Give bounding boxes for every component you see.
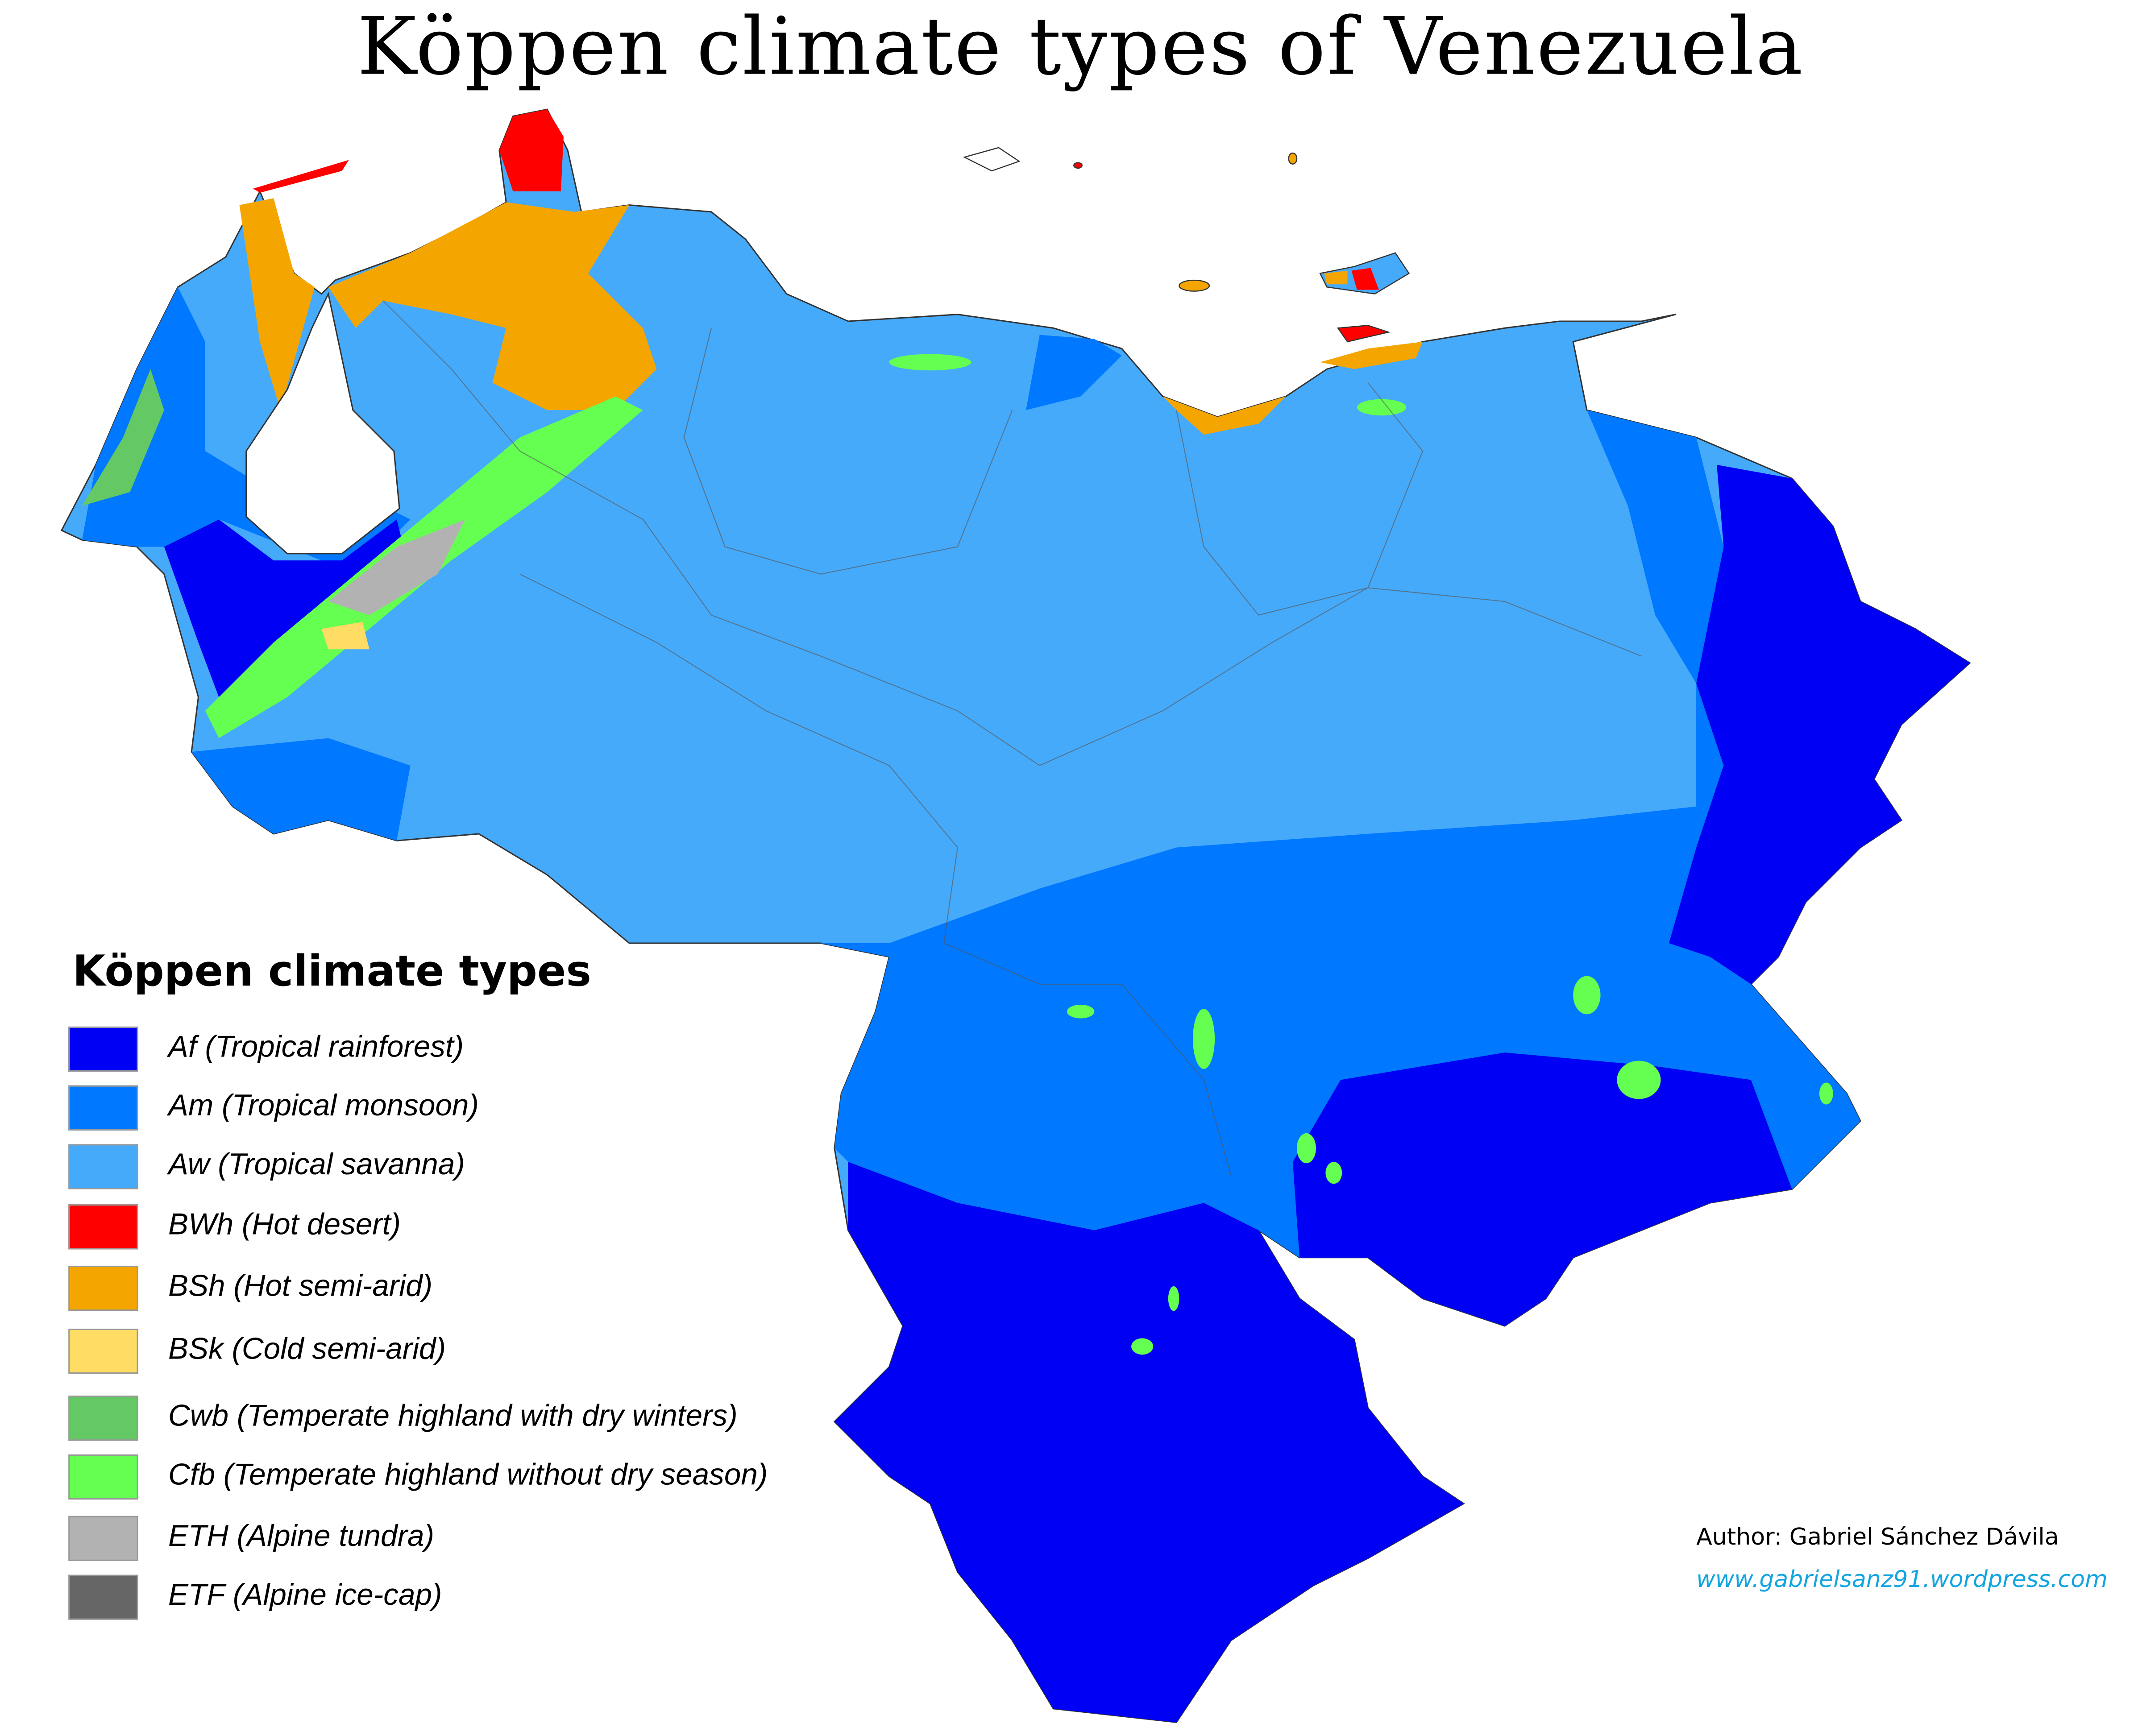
cfb-patch <box>1617 1061 1661 1099</box>
legend-label: ETF (Alpine ice-cap) <box>168 1577 442 1612</box>
legend-label: BWh (Hot desert) <box>168 1207 401 1241</box>
region-eth-andes <box>328 519 465 615</box>
cfb-patch <box>1357 399 1407 416</box>
legend-swatch <box>68 1026 138 1072</box>
legend-swatch <box>68 1516 138 1561</box>
region-bsh-coast <box>1162 396 1286 435</box>
region-bsk-andes <box>321 622 370 650</box>
region-af-amazonas <box>834 1162 1464 1723</box>
legend-swatch <box>68 1204 138 1250</box>
region-cwb-andes <box>82 369 164 506</box>
island-tortuga <box>1179 279 1210 292</box>
legend-swatch <box>68 1085 138 1131</box>
cfb-patch <box>1573 976 1601 1015</box>
cfb-patches <box>889 354 1833 1355</box>
region-af-east <box>1669 464 1970 984</box>
region-am-east <box>1586 410 1724 684</box>
cfb-patch <box>1193 1009 1215 1069</box>
map-title: Köppen climate types of Venezuela <box>357 0 1804 93</box>
region-af-southeast <box>1292 1052 1792 1326</box>
legend-label: Cfb (Temperate highland without dry seas… <box>168 1457 768 1492</box>
state-boundary <box>519 573 958 944</box>
state-boundary <box>943 943 1232 1176</box>
region-am-north <box>1026 335 1122 410</box>
region-bwh-guajira <box>253 160 349 193</box>
author-website-link[interactable]: www.gabrielsanz91.wordpress.com <box>1696 1566 2108 1594</box>
legend-label: BSh (Hot semi-arid) <box>168 1268 433 1303</box>
state-boundary <box>683 328 1013 575</box>
region-am-southwest <box>191 738 411 841</box>
island-coche <box>1337 324 1391 343</box>
legend-label: ETH (Alpine tundra) <box>168 1518 435 1553</box>
region-bwh-paraguana <box>499 109 564 191</box>
legend-swatch <box>68 1574 138 1620</box>
island-margarita-desert <box>1351 268 1379 290</box>
legend-label: Af (Tropical rainforest) <box>168 1029 464 1064</box>
state-boundaries <box>382 300 1642 1176</box>
cfb-patch <box>1131 1338 1154 1355</box>
cfb-patch <box>1168 1286 1179 1311</box>
region-bsh-guajira <box>239 198 315 410</box>
state-boundary <box>1176 382 1424 616</box>
legend-label: BSk (Cold semi-arid) <box>168 1331 446 1366</box>
island-margarita-semiarid <box>1324 270 1348 285</box>
island-aves <box>963 147 1021 172</box>
legend-label: Am (Tropical monsoon) <box>168 1088 479 1123</box>
lake-maracaibo <box>245 291 400 555</box>
region-af-zulia <box>164 519 404 697</box>
island-orchila <box>1288 152 1298 165</box>
legend-label: Aw (Tropical savanna) <box>168 1147 465 1181</box>
cfb-patch <box>889 354 972 371</box>
legend-swatch <box>68 1329 138 1374</box>
legend-title: Köppen climate types <box>72 947 591 997</box>
legend-label: Cwb (Temperate highland with dry winters… <box>168 1398 738 1433</box>
region-bsh-sucre <box>1320 341 1423 369</box>
cfb-patch <box>1325 1162 1342 1184</box>
islands <box>963 147 1410 343</box>
author-credit: Author: Gabriel Sánchez Dávila <box>1696 1524 2059 1552</box>
region-bsh-falcon <box>328 202 657 410</box>
legend-swatch <box>68 1454 138 1500</box>
legend-swatch <box>68 1266 138 1311</box>
cfb-patch <box>1296 1133 1316 1164</box>
cfb-patch <box>1819 1082 1833 1105</box>
island-roques <box>1073 162 1083 169</box>
cfb-patch <box>1067 1004 1095 1019</box>
legend-swatch <box>68 1396 138 1441</box>
legend-swatch <box>68 1144 138 1189</box>
